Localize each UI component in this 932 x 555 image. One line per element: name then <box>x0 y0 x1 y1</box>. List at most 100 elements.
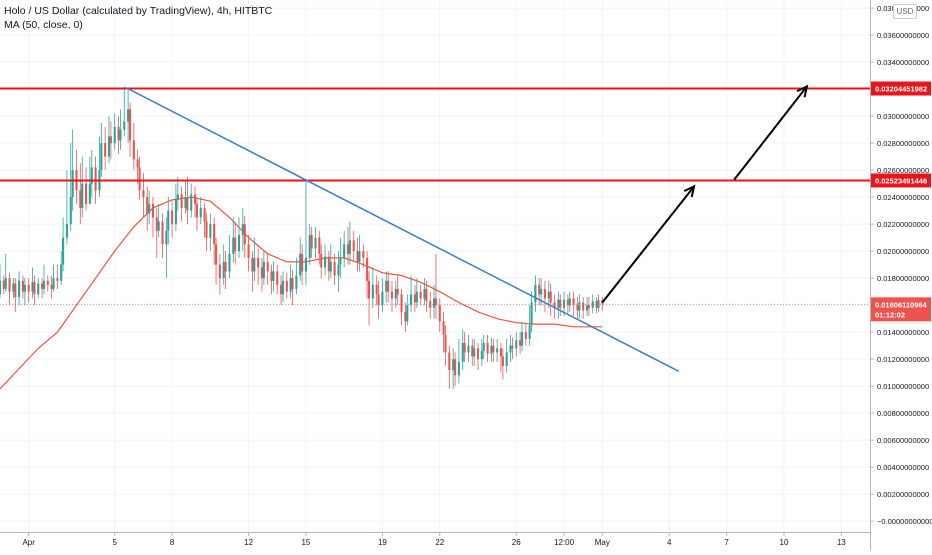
candle[interactable] <box>262 251 265 285</box>
candle[interactable] <box>496 338 499 362</box>
candle[interactable] <box>448 345 451 389</box>
candle[interactable] <box>60 251 63 285</box>
candle[interactable] <box>199 197 202 225</box>
drawings-layer[interactable] <box>0 84 870 372</box>
candle[interactable] <box>46 275 49 292</box>
candle[interactable] <box>285 272 288 299</box>
candle[interactable] <box>155 207 158 258</box>
candle[interactable] <box>320 244 323 279</box>
candle[interactable] <box>237 217 241 258</box>
candle[interactable] <box>452 348 455 389</box>
candle[interactable] <box>180 186 183 222</box>
candle[interactable] <box>425 280 428 312</box>
candle[interactable] <box>352 230 355 262</box>
candle[interactable] <box>314 226 317 258</box>
candle[interactable] <box>84 167 88 211</box>
candle[interactable] <box>444 325 447 366</box>
candle[interactable] <box>434 253 438 319</box>
candle[interactable] <box>310 226 313 258</box>
candle[interactable] <box>184 180 187 214</box>
candle[interactable] <box>390 280 394 312</box>
candle[interactable] <box>415 278 418 308</box>
candle[interactable] <box>572 291 575 316</box>
candle[interactable] <box>559 294 562 316</box>
candle[interactable] <box>511 337 514 360</box>
candle[interactable] <box>241 207 244 252</box>
candle[interactable] <box>8 272 11 306</box>
candle[interactable] <box>119 109 122 150</box>
candle[interactable] <box>400 288 403 326</box>
candle[interactable] <box>358 234 361 272</box>
candle[interactable] <box>41 278 44 299</box>
candle[interactable] <box>2 275 5 295</box>
candle[interactable] <box>18 271 21 306</box>
candle[interactable] <box>205 213 208 252</box>
candle[interactable] <box>148 190 151 225</box>
candle[interactable] <box>423 278 426 306</box>
candle[interactable] <box>136 149 139 184</box>
candle[interactable] <box>595 297 598 314</box>
candle[interactable] <box>132 122 135 171</box>
candle[interactable] <box>601 297 604 311</box>
candle[interactable] <box>486 334 489 362</box>
candle[interactable] <box>387 271 390 303</box>
projection-arrow[interactable] <box>733 84 809 181</box>
candle[interactable] <box>232 217 235 262</box>
candle[interactable] <box>553 294 556 319</box>
symbol-title[interactable]: Holo / US Dollar (calculated by TradingV… <box>4 5 273 17</box>
candle[interactable] <box>381 278 384 312</box>
candle[interactable] <box>377 280 380 319</box>
candle[interactable] <box>339 237 342 279</box>
candle[interactable] <box>333 253 336 285</box>
candle[interactable] <box>266 253 269 285</box>
candle[interactable] <box>476 342 480 370</box>
candle[interactable] <box>65 170 68 245</box>
candle[interactable] <box>568 291 571 312</box>
candle[interactable] <box>385 271 388 303</box>
candle[interactable] <box>128 102 132 157</box>
candle[interactable] <box>299 237 302 281</box>
candle[interactable] <box>492 338 495 362</box>
candle[interactable] <box>0 264 2 299</box>
candle[interactable] <box>519 332 522 354</box>
candle[interactable] <box>463 332 466 362</box>
candle[interactable] <box>505 338 508 373</box>
candle[interactable] <box>549 283 552 316</box>
candle[interactable] <box>117 116 120 154</box>
candle[interactable] <box>281 271 285 303</box>
candle[interactable] <box>4 253 7 292</box>
candle[interactable] <box>530 291 533 333</box>
candle[interactable] <box>79 163 82 225</box>
candle[interactable] <box>578 294 581 319</box>
candle[interactable] <box>146 186 149 231</box>
candle[interactable] <box>375 275 378 306</box>
candle[interactable] <box>42 264 46 295</box>
candle[interactable] <box>213 217 216 265</box>
candle[interactable] <box>576 297 579 319</box>
candle[interactable] <box>394 280 397 308</box>
candle[interactable] <box>432 284 436 319</box>
trendline[interactable] <box>125 87 680 372</box>
candle[interactable] <box>151 197 155 238</box>
candle[interactable] <box>98 136 101 198</box>
candle[interactable] <box>438 298 441 333</box>
candle[interactable] <box>591 294 594 314</box>
candle[interactable] <box>291 270 294 306</box>
candle[interactable] <box>501 348 504 380</box>
candle[interactable] <box>585 297 589 316</box>
candle[interactable] <box>289 264 292 299</box>
candle[interactable] <box>356 237 359 272</box>
candle[interactable] <box>90 149 93 198</box>
candle[interactable] <box>174 183 177 231</box>
candle[interactable] <box>176 176 179 211</box>
candle[interactable] <box>524 324 527 346</box>
candle[interactable] <box>224 251 227 289</box>
candle[interactable] <box>171 199 174 238</box>
candle[interactable] <box>557 291 560 319</box>
candle[interactable] <box>109 121 112 160</box>
candle[interactable] <box>406 294 409 326</box>
candle[interactable] <box>257 248 260 285</box>
candle[interactable] <box>157 203 160 238</box>
